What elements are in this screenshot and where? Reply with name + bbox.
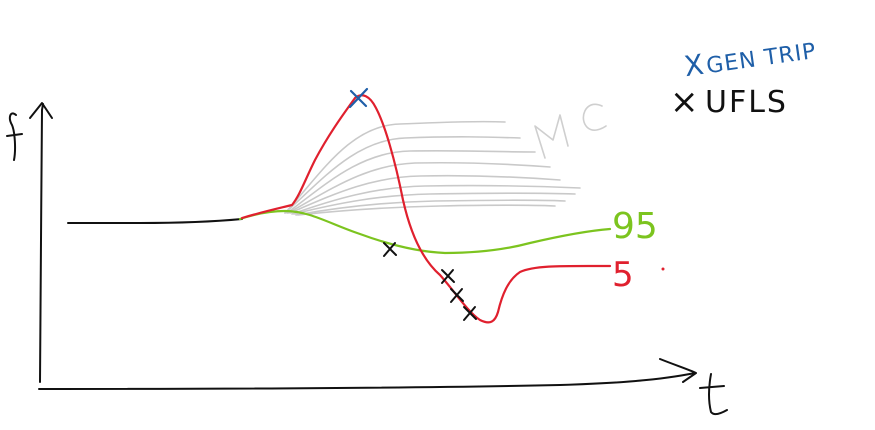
ufls-marker xyxy=(441,269,455,284)
mc-trajectory xyxy=(293,192,576,215)
mc-trajectory xyxy=(284,120,506,214)
legend-gen-trip-label: GEN TRIP xyxy=(705,39,818,79)
mc-letter-c xyxy=(582,103,607,131)
y-axis-label-f xyxy=(6,112,23,161)
ufls-marker xyxy=(450,288,464,303)
legend-gen-trip: X GEN TRIP xyxy=(682,39,818,83)
axis-labels xyxy=(6,112,728,416)
mc-trajectory xyxy=(284,136,521,214)
mc-trajectory xyxy=(295,199,566,216)
red-dot xyxy=(661,267,665,271)
gen-trip-marker xyxy=(348,87,369,109)
ufls-marker xyxy=(383,242,397,257)
mc-trajectory xyxy=(287,161,551,214)
ufls-markers xyxy=(383,242,477,321)
mc-trajectory xyxy=(286,149,536,214)
legend-gen-trip-marker: X xyxy=(682,48,706,83)
y-axis xyxy=(39,103,44,383)
mc-trajectory xyxy=(291,184,581,215)
mc-trajectory xyxy=(297,204,556,216)
curve-95-label: 95 xyxy=(612,206,658,247)
curve-5-label: 5 xyxy=(612,255,634,295)
mc-label xyxy=(534,103,607,159)
curve-5 xyxy=(240,94,612,324)
x-axis xyxy=(38,372,696,390)
legend-ufls: × UFLS xyxy=(670,82,788,122)
axes xyxy=(29,102,697,390)
mc-trajectory xyxy=(289,174,561,214)
mc-trajectories xyxy=(284,120,581,216)
x-axis-arrowhead xyxy=(659,358,697,383)
curve-95 xyxy=(238,209,612,255)
ufls-marker xyxy=(463,306,477,321)
pre-disturbance-line xyxy=(67,218,243,224)
x-axis-label-t xyxy=(699,373,728,416)
mc-letter-m xyxy=(534,114,569,159)
legend-ufls-marker: × xyxy=(670,82,699,122)
y-axis-arrowhead xyxy=(29,102,53,119)
legend-ufls-label: UFLS xyxy=(705,85,788,120)
legend: X GEN TRIP × UFLS xyxy=(670,39,818,122)
